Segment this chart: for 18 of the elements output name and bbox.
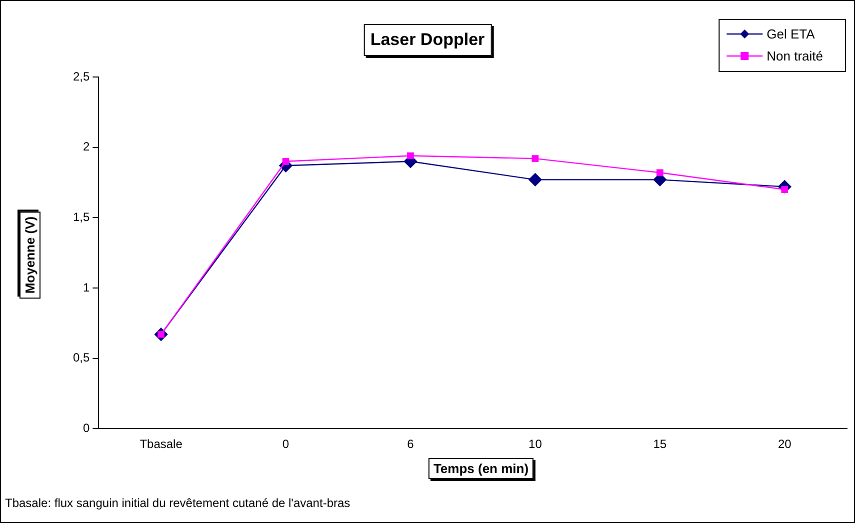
x-tick-label: 6	[407, 437, 414, 452]
legend-label: Non traité	[766, 48, 824, 64]
y-tick-label: 2,5	[72, 69, 90, 84]
x-tick-label: Tbasale	[140, 437, 183, 452]
y-tick-label: 0,5	[72, 350, 90, 365]
legend-label: Gel ETA	[766, 26, 816, 42]
chart-title: Laser Doppler	[363, 24, 492, 56]
x-tick-label: 0	[282, 437, 290, 452]
x-axis-title: Temps (en min)	[428, 458, 534, 479]
text: Tbasale: flux sanguin initial du revêtement cutané de l'avant-bras	[5, 496, 350, 510]
x-tick-label: 15	[653, 437, 667, 452]
x-tick-label: 20	[778, 437, 792, 452]
y-tick-label: 1,5	[72, 210, 90, 224]
y-axis-title: Moyenne (V)	[20, 211, 40, 299]
y-tick-label: 0	[82, 420, 90, 435]
x-tick-label: 10	[528, 437, 542, 452]
y-tick-label: 1	[82, 280, 90, 294]
y-tick-label: 2	[82, 140, 90, 154]
